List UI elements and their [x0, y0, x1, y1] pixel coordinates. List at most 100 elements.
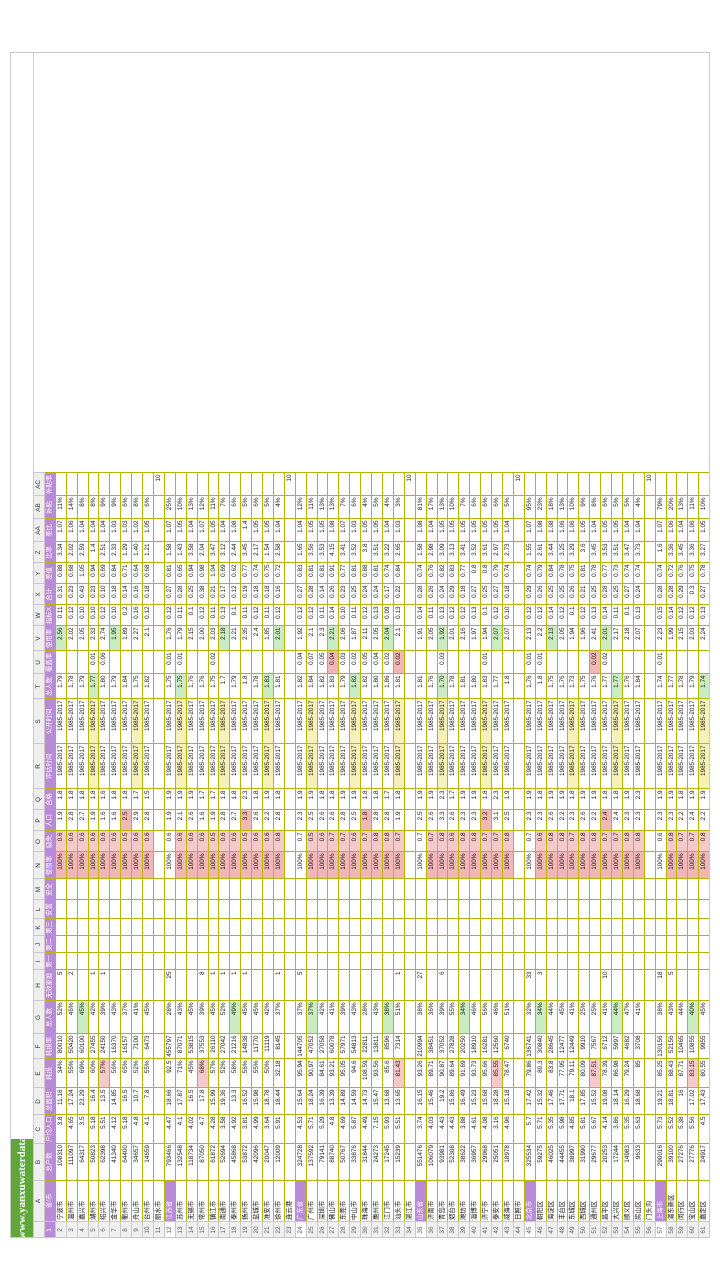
cell[interactable]: 0.04 [295, 651, 306, 674]
cell[interactable]: 2.61 [535, 542, 546, 563]
cell[interactable] [153, 699, 164, 744]
cell[interactable]: 64317 [77, 1144, 88, 1181]
cell[interactable]: 37% [121, 1001, 132, 1034]
cell[interactable]: 50% [263, 1059, 274, 1088]
cell[interactable]: 0.10 [88, 605, 99, 626]
cell[interactable]: 0.5 [208, 831, 219, 852]
cell[interactable]: 2.35 [241, 626, 252, 651]
cell[interactable]: 12477 [557, 1034, 568, 1059]
cell[interactable] [132, 919, 143, 936]
cell[interactable]: 0.10 [502, 605, 513, 626]
cell[interactable]: 95% [524, 496, 535, 519]
cell[interactable]: 2.41 [590, 626, 601, 651]
cell[interactable]: 8 [197, 970, 208, 1001]
cell[interactable] [263, 900, 274, 919]
cell[interactable]: 14.89 [339, 1088, 350, 1115]
cell[interactable] [328, 970, 339, 1001]
cell[interactable]: 83.15 [688, 1059, 699, 1088]
cell[interactable]: 0.1 [481, 605, 492, 626]
cell[interactable]: 1.05 [470, 519, 481, 542]
cell[interactable]: 34657 [132, 1144, 143, 1181]
cell[interactable]: 39100 [666, 1144, 677, 1181]
cell[interactable]: 湛江市 [404, 1181, 415, 1222]
cell[interactable] [568, 900, 579, 919]
cell[interactable] [404, 1034, 415, 1059]
cell[interactable] [153, 519, 164, 542]
cell[interactable]: 27828 [448, 1034, 459, 1059]
cell[interactable]: 0.78 [699, 563, 710, 584]
cell[interactable]: 宝山区 [688, 1181, 699, 1222]
cell[interactable] [513, 879, 524, 900]
cell[interactable]: 1.05 [361, 519, 372, 542]
cell[interactable] [688, 936, 699, 953]
cell[interactable] [328, 879, 339, 900]
cell[interactable] [470, 970, 481, 1001]
cell[interactable]: 1.08 [546, 519, 557, 542]
cell[interactable]: 1.04 [633, 519, 644, 542]
cell[interactable]: 3.44 [546, 542, 557, 563]
cell[interactable] [415, 651, 426, 674]
cell[interactable] [513, 496, 524, 519]
cell[interactable]: 0.84 [546, 563, 557, 584]
cell[interactable] [513, 1001, 524, 1034]
cell[interactable]: 3.6 [579, 542, 590, 563]
cell[interactable] [219, 919, 230, 936]
cell[interactable]: 1.04 [273, 519, 284, 542]
cell[interactable]: 9910 [579, 1034, 590, 1059]
cell[interactable]: 13.68 [383, 1088, 394, 1115]
cell[interactable]: 44% [612, 1001, 623, 1034]
cell[interactable] [350, 900, 361, 919]
cell[interactable]: 绍兴市 [99, 1181, 110, 1222]
cell[interactable]: 20% [666, 496, 677, 519]
cell[interactable]: 0.81 [164, 563, 175, 584]
cell[interactable]: 0.84 [393, 563, 404, 584]
cell[interactable]: 0.8 [622, 831, 633, 852]
cell[interactable] [513, 1088, 524, 1115]
cell[interactable]: 52308 [448, 1144, 459, 1181]
cell[interactable] [361, 953, 372, 970]
cell[interactable]: 1.8 [55, 789, 66, 810]
cell[interactable]: 1.06 [66, 519, 77, 542]
cell[interactable]: 10 [601, 970, 612, 1001]
cell[interactable]: 1.78 [677, 674, 688, 699]
cell[interactable]: 111097 [66, 1144, 77, 1181]
cell[interactable] [121, 970, 132, 1001]
cell[interactable]: 烟台市 [448, 1181, 459, 1222]
cell[interactable]: 4.15 [328, 542, 339, 563]
cell[interactable]: 18910 [470, 1034, 481, 1059]
cell[interactable]: 1.81 [459, 674, 470, 699]
cell[interactable]: 38% [415, 1001, 426, 1034]
cell[interactable]: 0.94 [88, 563, 99, 584]
cell[interactable] [612, 900, 623, 919]
cell[interactable]: 5% [622, 496, 633, 519]
cell[interactable]: 济宁市 [481, 1181, 492, 1222]
cell[interactable]: 5.51 [99, 1115, 110, 1144]
cell[interactable]: 46025 [546, 1144, 557, 1181]
cell[interactable]: 1.8 [612, 789, 623, 810]
cell[interactable]: 1.80 [99, 674, 110, 699]
cell[interactable]: 2.16 [459, 626, 470, 651]
row-number[interactable]: 47 [546, 1222, 557, 1239]
cell[interactable]: 100% [252, 852, 263, 879]
cell[interactable]: 100% [699, 852, 710, 879]
cell[interactable]: 6% [492, 496, 503, 519]
cell[interactable]: 耗损率 [44, 1034, 55, 1059]
cell[interactable] [284, 970, 295, 1001]
cell[interactable]: 85.25 [655, 1059, 666, 1088]
cell[interactable]: 1.9 [655, 789, 666, 810]
cell[interactable] [153, 542, 164, 563]
cell[interactable]: 11119 [263, 1034, 274, 1059]
cell[interactable]: 1985-2017 [677, 699, 688, 744]
cell[interactable]: 1.79 [55, 674, 66, 699]
cell[interactable]: 1985-2017 [186, 744, 197, 789]
cell[interactable]: 2.2 [263, 810, 274, 831]
cell[interactable]: 95.05 [339, 1059, 350, 1088]
cell[interactable]: 房山区 [633, 1181, 644, 1222]
cell[interactable]: 0.13 [219, 605, 230, 626]
cell[interactable]: 泰州市 [230, 1181, 241, 1222]
cell[interactable]: 2.07 [492, 626, 503, 651]
cell[interactable]: 1985-2017 [666, 744, 677, 789]
cell[interactable] [513, 1144, 524, 1181]
cell[interactable]: 45% [186, 1059, 197, 1088]
cell[interactable]: 1985-2017 [535, 699, 546, 744]
